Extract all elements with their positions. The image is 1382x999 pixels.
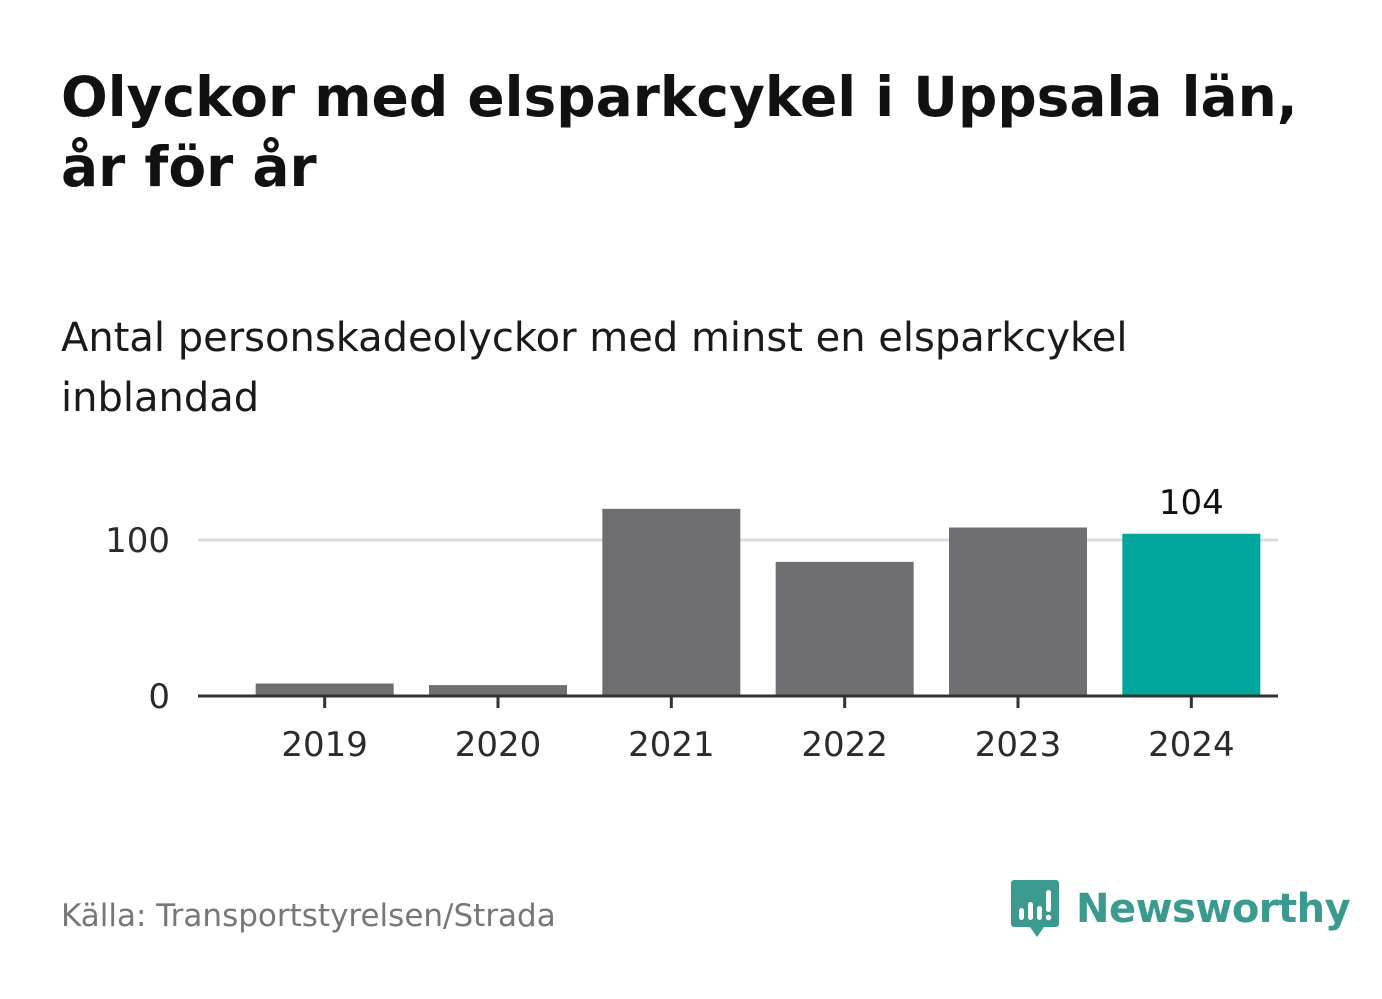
x-tick-label: 2023 (975, 725, 1062, 765)
source-note: Källa: Transportstyrelsen/Strada (61, 898, 556, 934)
chart-subtitle: Antal personskadeolyckor med minst en el… (61, 315, 1128, 421)
bar (255, 683, 394, 696)
x-tick-label: 2021 (628, 725, 715, 765)
brand-logo: Newsworthy (1010, 878, 1351, 940)
brand-name: Newsworthy (1076, 886, 1351, 932)
x-tick-label: 2019 (281, 725, 368, 765)
bar (602, 508, 741, 696)
bar (949, 527, 1087, 696)
bar-chart: 0 100 2019 2020 2021 2022 2023 2024 104 (105, 483, 1278, 765)
x-tick-label: 2024 (1148, 725, 1235, 765)
bar (429, 685, 567, 696)
x-tick-label: 2022 (801, 725, 888, 765)
y-tick-label: 100 (105, 521, 170, 561)
chart-title: Olyckor med elsparkcykel i Uppsala län, … (61, 65, 1298, 199)
bar (775, 561, 914, 696)
x-tick-label: 2020 (455, 725, 542, 765)
chart-speech-bubble-icon (1011, 880, 1059, 937)
y-tick-label: 0 (148, 677, 170, 717)
bar (1122, 533, 1261, 696)
data-label: 104 (1159, 483, 1224, 523)
